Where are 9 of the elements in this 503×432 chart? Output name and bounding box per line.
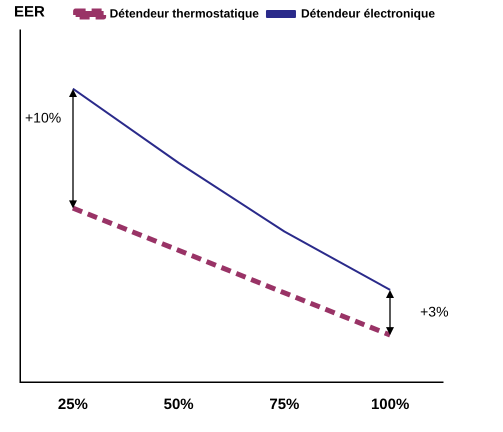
annotation: +3%: [420, 303, 449, 320]
annotation: +10%: [25, 110, 62, 126]
legend-label: Détendeur thermostatique: [110, 6, 260, 20]
x-tick-label: 50%: [164, 396, 194, 414]
x-tick-label: 75%: [269, 396, 300, 414]
y-axis-title: EER: [14, 4, 46, 21]
x-tick-label: 100%: [370, 396, 410, 414]
legend-label: Détendeur électronique: [300, 6, 436, 20]
x-tick-label: 25%: [58, 396, 88, 414]
